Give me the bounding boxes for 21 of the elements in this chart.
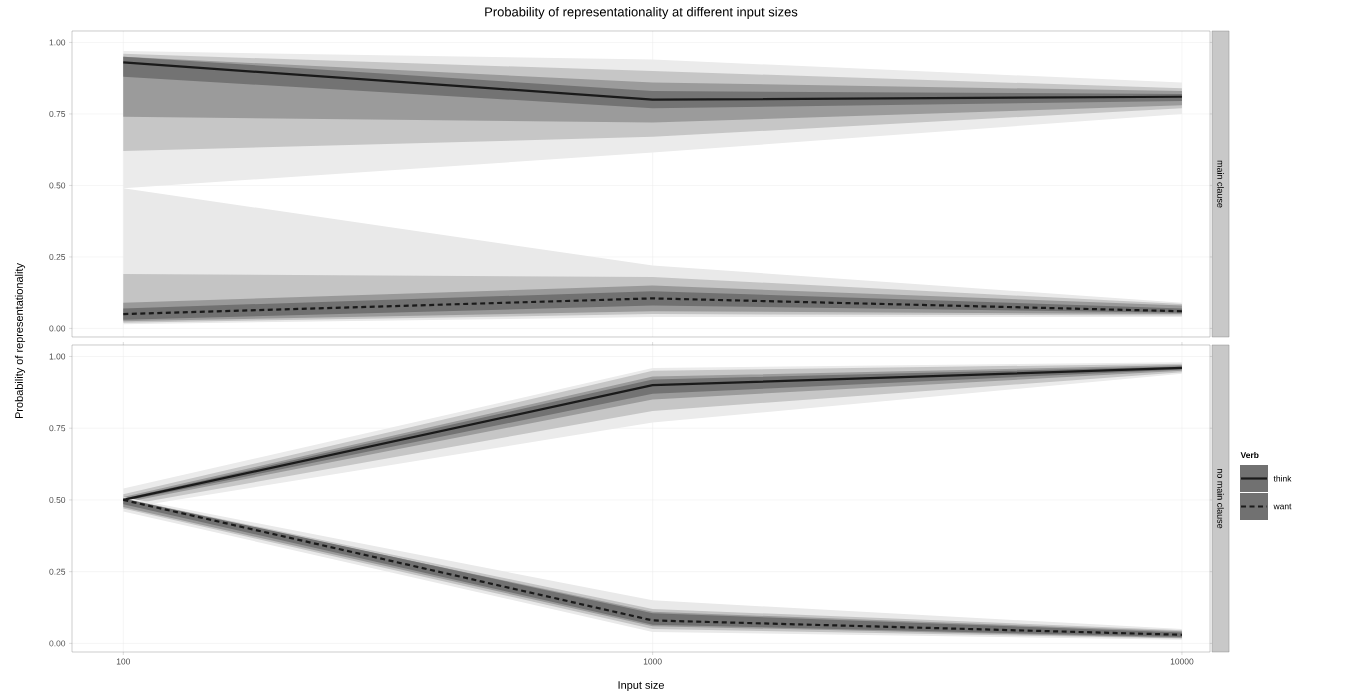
y-tick-label: 0.50	[49, 182, 66, 189]
x-tick-label: 100	[116, 658, 131, 665]
y-tick-label: 0.50	[49, 496, 66, 503]
y-tick-label: 0.75	[49, 110, 66, 117]
y-tick-label: 0.00	[49, 325, 66, 332]
x-tick-label: 1000	[643, 658, 662, 665]
x-axis-title: Input size	[618, 680, 664, 692]
text: no main clause	[1217, 468, 1224, 529]
y-tick-label: 0.00	[49, 640, 66, 647]
legend-label: think	[1273, 475, 1292, 482]
x-tick-label: 10000	[1170, 658, 1194, 665]
y-axis-title: Probability of representationality	[14, 263, 26, 419]
y-tick-label: 0.75	[49, 425, 66, 432]
text: main clause	[1217, 160, 1224, 208]
legend-label: want	[1273, 503, 1292, 510]
y-tick-label: 1.00	[49, 39, 66, 46]
y-tick-label: 0.25	[49, 253, 66, 260]
legend-title: Verb	[1240, 451, 1259, 459]
chart-title: Probability of representationality at different input sizes	[485, 6, 798, 20]
y-tick-label: 1.00	[49, 353, 66, 360]
y-tick-label: 0.25	[49, 568, 66, 575]
